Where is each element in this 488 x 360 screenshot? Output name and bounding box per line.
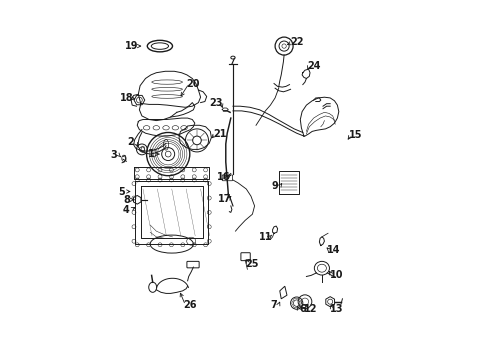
Text: 17: 17: [218, 194, 231, 204]
Text: 19: 19: [125, 41, 139, 51]
Text: 7: 7: [270, 300, 277, 310]
Text: 10: 10: [329, 270, 343, 280]
Text: 22: 22: [289, 37, 303, 48]
Text: 23: 23: [209, 98, 223, 108]
Text: 21: 21: [213, 129, 226, 139]
Text: 9: 9: [271, 181, 278, 192]
Text: 12: 12: [304, 304, 317, 314]
Text: 3: 3: [111, 150, 117, 160]
Text: 8: 8: [122, 195, 130, 205]
Text: 11: 11: [258, 232, 272, 242]
Text: 15: 15: [348, 130, 362, 140]
Text: 1: 1: [148, 149, 155, 159]
Text: 2: 2: [127, 137, 134, 147]
Text: 24: 24: [306, 60, 320, 71]
Text: 18: 18: [120, 93, 133, 103]
Text: 5: 5: [118, 186, 124, 197]
Text: 16: 16: [216, 172, 230, 182]
Text: 4: 4: [123, 204, 129, 215]
Text: 25: 25: [245, 258, 259, 269]
Text: 20: 20: [186, 78, 200, 89]
Text: 26: 26: [183, 300, 196, 310]
Text: 13: 13: [329, 304, 343, 314]
Text: 6: 6: [299, 304, 305, 314]
Text: 14: 14: [326, 245, 340, 255]
